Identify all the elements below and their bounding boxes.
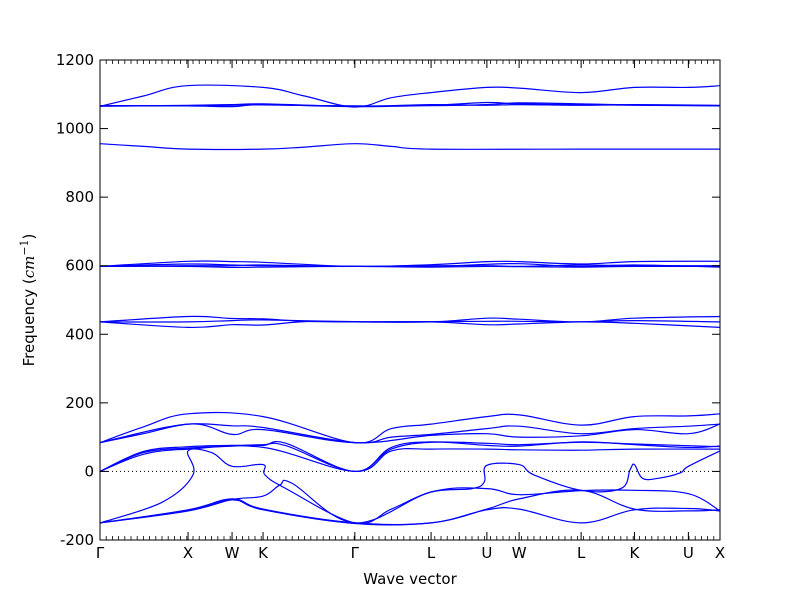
- y-tick-label: 800: [65, 188, 94, 206]
- band-line-22: [99, 499, 721, 526]
- plot-background: [100, 60, 720, 540]
- band-line-8: [99, 265, 721, 269]
- x-tick-label: X: [715, 544, 725, 562]
- band-line-12: [99, 319, 721, 323]
- x-tick-label: L: [427, 544, 436, 562]
- x-tick-label: Γ: [351, 544, 360, 562]
- y-tick-label: 200: [65, 394, 94, 412]
- x-tick-label: X: [183, 544, 193, 562]
- y-tick-label: 600: [65, 257, 94, 275]
- band-line-19: [99, 448, 721, 525]
- y-tick-label: -200: [60, 531, 94, 549]
- x-tick-label: U: [683, 544, 694, 562]
- band-line-1: [99, 84, 721, 108]
- x-tick-label: Γ: [96, 544, 105, 562]
- y-tick-label: 0: [84, 462, 94, 480]
- x-tick-label: W: [225, 544, 240, 562]
- band-line-6: [99, 260, 721, 268]
- y-axis-label: Frequency (cm−1): [18, 234, 38, 367]
- y-tick-label: 400: [65, 325, 94, 343]
- x-axis-label: Wave vector: [363, 570, 457, 588]
- band-line-4: [99, 102, 721, 107]
- band-line-9: [99, 262, 721, 268]
- x-tick-label: K: [630, 544, 641, 562]
- band-line-15: [99, 423, 721, 444]
- band-line-16: [99, 445, 721, 473]
- band-line-18: [99, 440, 721, 473]
- x-tick-label: W: [512, 544, 527, 562]
- y-tick-label: 1200: [56, 51, 94, 69]
- band-line-7: [99, 263, 721, 268]
- x-tick-label: U: [481, 544, 492, 562]
- x-tick-label: K: [258, 544, 269, 562]
- plot-area: [100, 60, 720, 540]
- y-axis-ticks: -200 0 200 400 600 800 1000 1200: [56, 51, 720, 549]
- x-tick-label: L: [577, 544, 586, 562]
- band-line-5: [99, 143, 720, 151]
- band-lines: [99, 84, 721, 526]
- y-tick-label: 1000: [56, 120, 94, 138]
- band-line-13: [99, 411, 721, 444]
